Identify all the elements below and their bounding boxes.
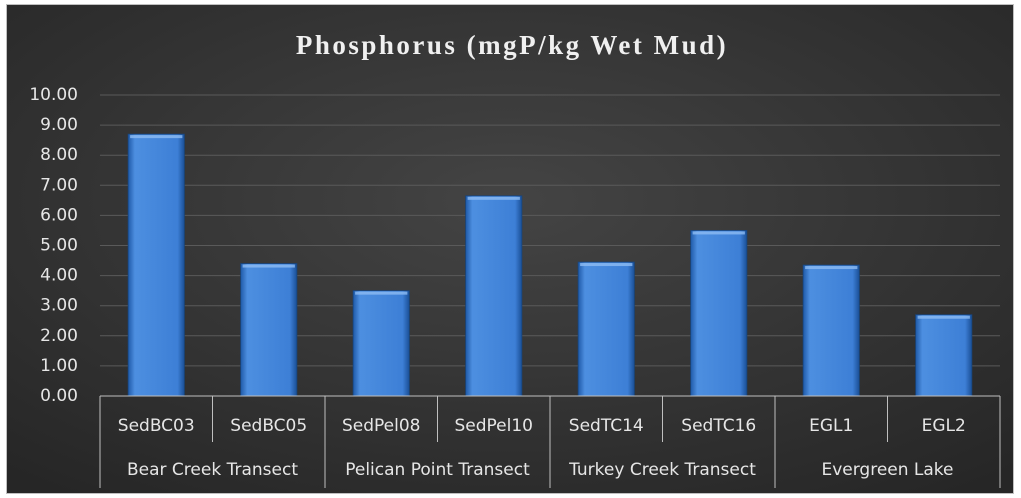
x-group-label: Turkey Creek Transect: [568, 460, 756, 480]
bar: [240, 263, 298, 397]
y-tick-label: 5.00: [40, 236, 78, 256]
y-tick-label: 6.00: [40, 205, 78, 225]
y-tick-label: 7.00: [40, 175, 78, 195]
bar: [577, 261, 635, 397]
chart-title: Phosphorus (mgP/kg Wet Mud): [296, 30, 728, 60]
y-tick-label: 9.00: [40, 115, 78, 135]
bar: [465, 195, 523, 397]
bar-highlight: [580, 263, 633, 267]
x-tick-label: SedPel10: [454, 416, 533, 436]
bar-highlight: [355, 291, 408, 295]
y-tick-label: 0.00: [40, 386, 78, 406]
x-tick-label: SedPel08: [342, 416, 421, 436]
y-tick-label: 2.00: [40, 326, 78, 346]
y-tick-label: 1.00: [40, 356, 78, 376]
bar: [802, 264, 860, 397]
bar-highlight: [242, 264, 295, 268]
bar-highlight: [692, 231, 745, 235]
y-tick-label: 3.00: [40, 296, 78, 316]
bar-highlight: [805, 266, 858, 270]
x-tick-label: EGL2: [922, 416, 966, 436]
y-tick-label: 4.00: [40, 266, 78, 286]
bar: [352, 290, 410, 397]
x-tick-label: EGL1: [809, 416, 853, 436]
bar-highlight: [130, 135, 183, 139]
bar-highlight: [467, 196, 520, 200]
x-tick-label: SedTC16: [681, 416, 756, 436]
y-tick-label: 10.00: [29, 85, 78, 105]
x-tick-label: SedBC05: [230, 416, 307, 436]
x-tick-label: SedTC14: [569, 416, 644, 436]
x-tick-label: SedBC03: [118, 416, 195, 436]
bar: [915, 314, 973, 397]
y-tick-label: 8.00: [40, 145, 78, 165]
x-group-label: Bear Creek Transect: [127, 460, 298, 480]
x-group-label: Evergreen Lake: [821, 460, 953, 480]
bar: [690, 230, 748, 397]
bar-highlight: [917, 315, 970, 319]
x-group-label: Pelican Point Transect: [345, 460, 530, 480]
bar: [127, 133, 185, 397]
